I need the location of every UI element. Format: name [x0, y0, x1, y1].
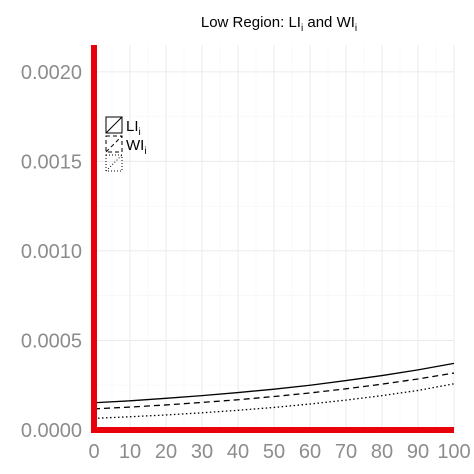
x-tick-label: 100 — [437, 441, 470, 463]
x-tick-label: 80 — [371, 441, 393, 463]
x-tick-label: 90 — [407, 441, 429, 463]
x-tick-label: 10 — [119, 441, 141, 463]
x-tick-label: 40 — [227, 441, 249, 463]
series-lines — [93, 362, 455, 420]
y-tick-label: 0.0010 — [21, 241, 82, 263]
chart-title: Low Region: LIi and WIi — [201, 14, 357, 34]
x-tick-label: 70 — [335, 441, 357, 463]
series-line-dotted — [93, 383, 455, 420]
tick-labels: 0 10 20 30 40 50 60 70 80 90 100 0.0000 0.0005 0.0010… — [21, 62, 471, 463]
y-tick-label: 0.0000 — [21, 420, 82, 442]
x-tick-label: 0 — [88, 441, 99, 463]
y-tick-label: 0.0020 — [21, 62, 82, 84]
y-tick-label: 0.0005 — [21, 330, 82, 352]
x-tick-label: 20 — [155, 441, 177, 463]
series-line-dashed — [93, 372, 455, 410]
x-tick-label: 60 — [299, 441, 321, 463]
axes — [91, 45, 454, 433]
series-line-solid — [93, 362, 455, 404]
legend-key-dotted — [105, 154, 123, 172]
y-tick-label: 0.0015 — [21, 151, 82, 173]
legend-key-dashed — [105, 135, 123, 153]
x-tick-label: 50 — [263, 441, 285, 463]
legend-label-li: LIi — [126, 118, 141, 138]
legend-key-solid — [105, 116, 123, 134]
x-tick-label: 30 — [191, 441, 213, 463]
legend-label-wi: WIi — [126, 137, 147, 157]
legend: LIi WIi — [105, 116, 147, 172]
